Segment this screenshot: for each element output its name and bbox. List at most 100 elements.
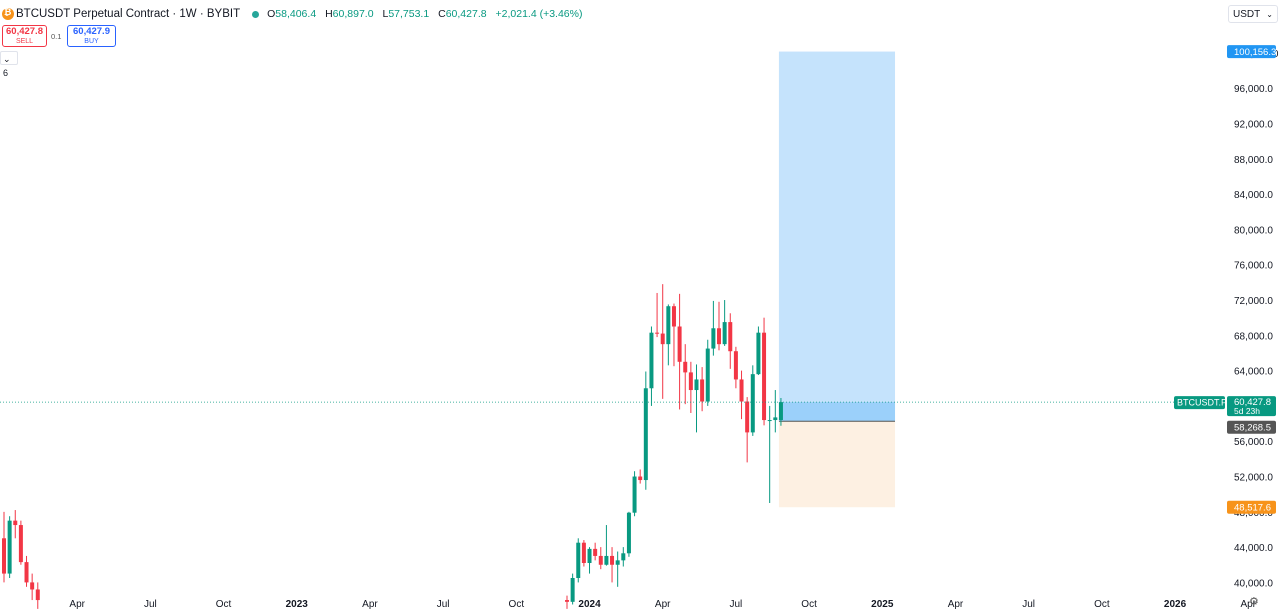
candle-body — [626, 512, 631, 554]
currency-select[interactable]: USDT ⌄ — [1228, 5, 1278, 23]
x-tick-label: Apr — [362, 599, 378, 610]
candle-body — [778, 402, 783, 420]
x-tick-label: 2023 — [286, 599, 309, 610]
candle-body — [649, 332, 654, 389]
candle-body — [728, 322, 733, 352]
price-axis-labels: 100,156.3 48,517.6 60,427.85d 23h 58,268.5 B… — [1174, 45, 1276, 514]
entry-price-tag-bg — [1227, 420, 1276, 434]
x-tick-label: Jul — [1022, 599, 1035, 610]
x-tick-label: Oct — [509, 599, 525, 610]
y-tick-label: 88,000.0 — [1234, 155, 1273, 166]
candle-body — [587, 548, 592, 563]
candle-body — [638, 476, 643, 481]
symbol-tag-bg — [1174, 396, 1225, 410]
candle-body — [621, 553, 626, 561]
symbol-title[interactable]: BTCUSDT Perpetual Contract · 1W · BYBIT — [16, 8, 241, 20]
sell-price: 60,427.8 — [6, 26, 43, 37]
candle-body — [35, 589, 40, 601]
candle-body — [705, 348, 710, 402]
candle-body — [565, 600, 569, 602]
high-label: H — [325, 8, 333, 20]
candle-body — [694, 379, 699, 391]
current-price-tag: 60,427.8 — [1234, 397, 1271, 408]
chart-header: BTCUSDT Perpetual Contract · 1W · BYBIT … — [0, 0, 588, 28]
low-value: 57,753.1 — [388, 8, 430, 20]
sell-label: SELL — [15, 38, 34, 45]
indicators-count: 6 — [3, 68, 9, 78]
x-tick-label: Jul — [144, 599, 157, 610]
candle-body — [24, 562, 29, 583]
currency-value: USDT — [1233, 9, 1261, 20]
indicators-toggle[interactable]: ⌄ 6 — [0, 51, 18, 78]
low-label: L — [382, 8, 389, 20]
market-status-dot — [252, 10, 260, 18]
candle-body — [756, 332, 761, 375]
x-tick-label: Oct — [1094, 599, 1110, 610]
candle-body — [745, 401, 750, 433]
x-tick-label: Apr — [655, 599, 671, 610]
change-value: +2,021.4 (+3.46%) — [495, 8, 583, 20]
countdown-tag: 5d 23h — [1234, 406, 1260, 416]
chevron-down-icon: ⌄ — [1266, 10, 1273, 19]
open-label: O — [267, 8, 276, 20]
candle-body — [722, 322, 727, 345]
y-tick-label: 72,000.0 — [1234, 296, 1273, 307]
x-tick-label: Oct — [216, 599, 232, 610]
y-tick-label: 52,000.0 — [1234, 473, 1273, 484]
y-tick-label: 64,000.0 — [1234, 367, 1273, 378]
candle-body — [581, 542, 586, 563]
long-position-tool[interactable] — [778, 51, 896, 508]
high-value: 60,897.0 — [332, 8, 374, 20]
candle-body — [762, 332, 767, 421]
current-price-tag-bg — [1227, 396, 1276, 417]
y-tick-label: 96,000.0 — [1234, 84, 1273, 95]
target-price-tag: 100,156.3 — [1234, 47, 1276, 58]
buy-price: 60,427.9 — [73, 26, 110, 37]
stop-zone — [778, 421, 896, 508]
candle-body — [683, 361, 688, 373]
x-tick-label: 2024 — [578, 599, 601, 610]
profit-zone — [778, 402, 896, 422]
candle-body — [13, 520, 18, 526]
candle-body — [615, 560, 620, 565]
ohlc-values: O58,406.4 H60,897.0 L57,753.1 C60,427.8 … — [267, 8, 588, 20]
stop-price-tag: 48,517.6 — [1234, 503, 1271, 514]
buy-button[interactable]: 60,427.9 BUY — [67, 25, 116, 47]
gear-icon[interactable]: ⚙ — [1249, 596, 1259, 608]
sell-button[interactable]: 60,427.8 SELL — [2, 25, 47, 47]
y-tick-label: 84,000.0 — [1234, 190, 1273, 201]
candles — [2, 284, 783, 609]
candle-body — [767, 420, 772, 422]
candle-body — [773, 417, 778, 421]
stop-price-tag-bg — [1227, 500, 1276, 514]
candle-body — [604, 555, 609, 565]
candle-body — [655, 332, 660, 334]
y-tick-label: 68,000.0 — [1234, 331, 1273, 342]
x-tick-label: 2025 — [871, 599, 894, 610]
y-tick-label: 44,000.0 — [1234, 543, 1273, 554]
candle-body — [700, 379, 705, 402]
y-tick-label: 76,000.0 — [1234, 261, 1273, 272]
candle-body — [610, 555, 615, 565]
candle-body — [576, 542, 581, 578]
candle-body — [18, 525, 23, 563]
candle-body — [598, 555, 603, 565]
y-tick-label: 92,000.0 — [1234, 120, 1273, 131]
candle-body — [2, 538, 6, 574]
y-tick-label: 40,000.0 — [1234, 578, 1273, 589]
target-price-tag-bg — [1227, 45, 1276, 59]
candle-body — [717, 328, 722, 345]
candle-body — [7, 520, 12, 574]
candle-body — [677, 326, 682, 362]
x-tick-label: Apr — [69, 599, 85, 610]
chevron-down-icon: ⌄ — [3, 54, 11, 64]
candle-body — [570, 577, 575, 602]
open-value: 58,406.4 — [275, 8, 317, 20]
order-quantity[interactable]: 0.1 — [51, 32, 62, 41]
y-tick-label: 80,000.0 — [1234, 225, 1273, 236]
x-tick-label: Jul — [437, 599, 450, 610]
close-value: 60,427.8 — [445, 8, 487, 20]
x-tick-label: 2026 — [1164, 599, 1187, 610]
time-axis[interactable]: Apr Jul Oct 2023 Apr Jul Oct 2024 Apr Jul Oct 2025 A… — [69, 599, 1256, 610]
